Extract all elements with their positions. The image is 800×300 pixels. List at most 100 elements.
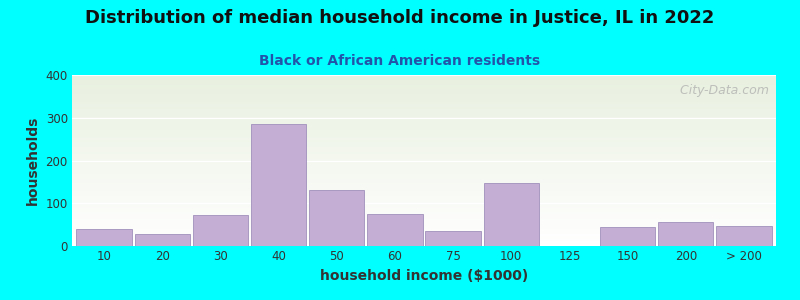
Bar [72,200,776,202]
Bar [72,77,776,78]
Bar [72,135,776,137]
Bar [72,226,776,227]
Bar [72,188,776,190]
Bar [72,85,776,87]
Bar [72,109,776,111]
Bar [72,118,776,119]
Bar [72,75,776,77]
Bar [72,232,776,234]
Bar [72,181,776,183]
Bar [72,207,776,208]
Bar [76,229,132,246]
Bar [72,78,776,80]
Bar [72,121,776,123]
Bar [72,169,776,171]
Bar [72,102,776,104]
Bar [72,179,776,181]
Bar [72,167,776,169]
Bar [72,123,776,124]
Bar [426,231,481,246]
Bar [72,90,776,92]
Bar [72,178,776,179]
Bar [72,131,776,133]
Bar [72,150,776,152]
Bar [72,82,776,83]
Bar [72,172,776,174]
Bar [72,145,776,147]
Bar [72,157,776,159]
Bar [72,128,776,130]
Bar [72,99,776,101]
Bar [72,164,776,166]
Bar [309,190,364,246]
Bar [72,114,776,116]
Bar [72,166,776,167]
Bar [72,198,776,200]
Bar [72,100,776,102]
Bar [367,214,422,246]
Bar [72,142,776,143]
Bar [72,183,776,184]
Bar [72,238,776,239]
Bar [72,133,776,135]
Bar [72,171,776,172]
Bar [72,212,776,214]
Bar [72,217,776,219]
Bar [72,227,776,229]
Bar [72,154,776,155]
Bar [134,234,190,246]
Bar [72,92,776,94]
Bar [72,138,776,140]
Bar [72,83,776,85]
Bar [72,136,776,138]
Bar [72,202,776,203]
Bar [484,183,539,246]
Bar [72,229,776,231]
Bar [72,155,776,157]
Bar [72,203,776,205]
Bar [72,107,776,109]
Bar [72,87,776,89]
Bar [72,112,776,114]
Bar [72,160,776,162]
Bar [72,224,776,226]
Bar [72,130,776,131]
Bar [658,222,714,246]
Bar [72,143,776,145]
Bar [72,190,776,191]
Bar [72,80,776,82]
Bar [72,89,776,90]
Bar [72,148,776,150]
Bar [72,97,776,99]
Bar [72,195,776,197]
Bar [72,208,776,210]
Bar [72,193,776,195]
Bar [72,231,776,232]
Bar [72,210,776,212]
Bar [251,124,306,246]
Bar [193,215,248,246]
Bar [72,186,776,188]
Bar [72,140,776,142]
Bar [72,159,776,161]
Bar [72,220,776,222]
Bar [72,147,776,148]
Bar [72,94,776,95]
Text: City-Data.com: City-Data.com [668,83,769,97]
Bar [72,241,776,243]
Bar [72,124,776,126]
Bar [72,236,776,238]
Y-axis label: households: households [26,116,40,205]
Bar [72,243,776,244]
Bar [72,111,776,112]
Bar [72,196,776,198]
Bar [72,205,776,207]
Bar [72,191,776,193]
Bar [72,214,776,215]
Bar [72,162,776,164]
Bar [72,176,776,178]
Bar [600,227,655,246]
Bar [72,104,776,106]
Bar [72,174,776,176]
Bar [72,239,776,241]
